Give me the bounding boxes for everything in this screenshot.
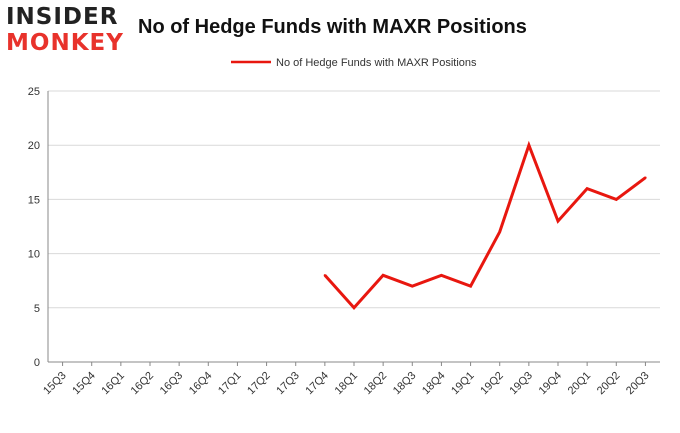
x-tick-label: 17Q1 [216,370,244,398]
y-tick-label: 0 [34,357,40,369]
x-tick-label: 16Q3 [158,370,186,398]
data-point [352,306,356,309]
data-point [556,219,560,223]
y-tick-label: 20 [28,140,40,152]
insider-monkey-logo: INSIDER MONKEY [6,6,128,56]
x-tick-label: 18Q2 [362,370,390,398]
x-tick-label: 18Q4 [420,370,448,398]
x-tick-label: 20Q3 [624,370,652,398]
data-point [469,284,472,288]
legend-label: No of Hedge Funds with MAXR Positions [276,57,477,69]
data-point [498,230,501,234]
x-tick-label: 15Q3 [41,370,69,398]
data-point [527,144,531,147]
logo-line-2: MONKEY [6,30,124,56]
gridlines [48,90,660,309]
x-tick-label: 15Q4 [70,370,98,398]
x-tick-label: 19Q3 [507,370,535,398]
data-point [585,187,589,190]
x-tick-label: 19Q1 [449,370,477,398]
y-tick-label: 5 [34,303,40,315]
x-tick-label: 16Q1 [99,370,127,398]
x-tick-label: 18Q3 [391,370,419,398]
x-tick-labels: 15Q3 15Q4 16Q1 16Q2 16Q3 16Q4 17Q1 17Q2 17Q3 17Q4… [41,370,651,398]
y-tick-label: 10 [28,249,40,261]
x-tick-label: 20Q1 [566,370,594,398]
legend: No of Hedge Funds with MAXR Positions [231,57,477,69]
data-point [644,176,647,179]
data-point [323,274,327,277]
data-point [381,274,385,277]
chart-title: No of Hedge Funds with MAXR Positions [138,16,527,38]
x-tick-label: 19Q4 [537,370,565,398]
x-tick-label: 16Q4 [187,370,215,398]
y-tick-label: 25 [28,86,40,98]
x-tick-label: 17Q4 [303,370,331,398]
data-point [411,284,414,288]
y-tick-label: 15 [28,194,40,206]
data-point [440,274,443,277]
x-tick-label: 17Q2 [245,370,273,398]
x-tick-label: 20Q2 [595,370,623,398]
x-tick-label: 17Q3 [274,370,302,398]
series-lines [323,140,647,311]
x-tick-label: 18Q1 [333,370,361,398]
x-tick-label: 19Q2 [478,370,506,398]
logo-line-1: INSIDER [6,4,119,30]
x-tick-label: 16Q2 [129,370,157,398]
axes [47,91,660,366]
series-line-0 [323,140,647,311]
data-point [615,198,618,201]
y-tick-labels: 0 5 10 15 20 25 [28,86,40,369]
